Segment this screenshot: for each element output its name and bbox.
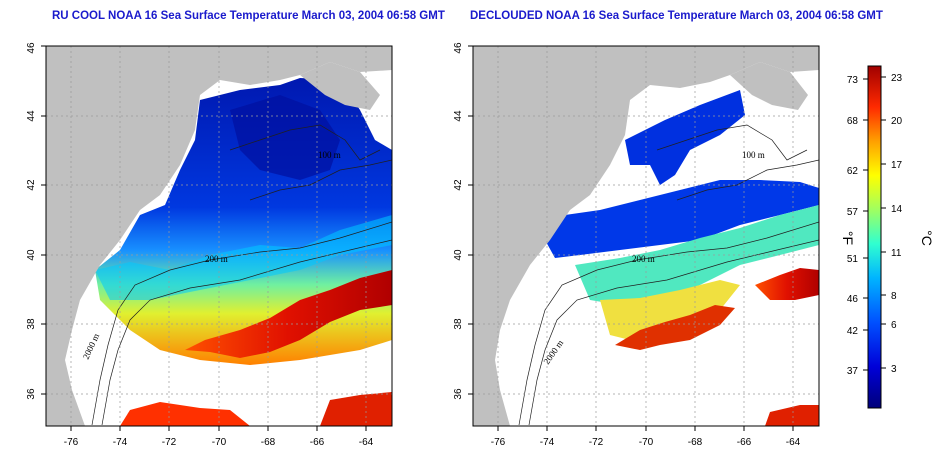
celsius-tick: 8 bbox=[891, 291, 897, 302]
contour-label: 200 m bbox=[632, 254, 655, 264]
right-y-axis: 36 38 40 42 44 46 bbox=[453, 42, 473, 400]
right-panel-title: DECLOUDED NOAA 16 Sea Surface Temperatur… bbox=[470, 10, 883, 22]
y-tick-label: 40 bbox=[26, 249, 37, 261]
fahrenheit-tick: 42 bbox=[847, 326, 859, 337]
y-tick-label: 42 bbox=[26, 179, 37, 191]
y-tick-label: 36 bbox=[26, 388, 37, 400]
celsius-tick: 23 bbox=[891, 73, 903, 84]
shelf-water bbox=[95, 215, 392, 300]
contour-label: 200 m bbox=[205, 254, 228, 264]
gulf-stream-warm-core bbox=[615, 305, 735, 350]
left-panel-title: RU COOL NOAA 16 Sea Surface Temperature … bbox=[52, 10, 445, 22]
celsius-tick: 17 bbox=[891, 160, 903, 171]
contour-line bbox=[676, 159, 819, 201]
land-cape bbox=[730, 62, 808, 110]
grid-lines bbox=[46, 46, 392, 426]
x-tick-label: -70 bbox=[639, 437, 654, 448]
contour-line bbox=[91, 221, 392, 426]
y-tick-label: 38 bbox=[453, 318, 464, 330]
y-tick-label: 46 bbox=[26, 42, 37, 54]
contour-line bbox=[101, 239, 392, 426]
south-warm-patch bbox=[765, 405, 819, 426]
contour-line bbox=[229, 124, 381, 161]
colorbar: 73 68 62 57 51 46 42 37 23 20 17 14 11 8… bbox=[840, 65, 935, 409]
x-tick-label: -68 bbox=[688, 437, 703, 448]
right-map: 100 m 200 m 2000 m bbox=[473, 46, 819, 426]
x-tick-label: -74 bbox=[113, 437, 128, 448]
sst-field-mid bbox=[575, 205, 819, 305]
y-tick-label: 44 bbox=[453, 110, 464, 122]
land-mainland bbox=[46, 46, 392, 426]
sst-field-cold bbox=[625, 90, 745, 185]
x-tick-label: -66 bbox=[737, 437, 752, 448]
x-tick-label: -70 bbox=[212, 437, 227, 448]
celsius-unit-label: °C bbox=[919, 230, 935, 246]
fahrenheit-tick: 62 bbox=[847, 166, 859, 177]
celsius-tick: 6 bbox=[891, 320, 897, 331]
x-tick-label: -74 bbox=[540, 437, 555, 448]
sst-field-warm bbox=[600, 280, 740, 340]
y-tick-label: 44 bbox=[26, 110, 37, 122]
fahrenheit-tick: 37 bbox=[847, 366, 859, 377]
contour-line bbox=[518, 221, 819, 426]
contour-line bbox=[656, 124, 808, 161]
y-tick-label: 46 bbox=[453, 42, 464, 54]
celsius-tick: 11 bbox=[891, 248, 902, 259]
left-x-axis: -76 -74 -72 -70 -68 -66 -64 bbox=[64, 426, 374, 448]
land-cape bbox=[300, 62, 380, 110]
x-tick-label: -64 bbox=[359, 437, 374, 448]
sst-field-cold bbox=[545, 180, 819, 258]
x-tick-label: -66 bbox=[310, 437, 325, 448]
south-warm-patch bbox=[320, 392, 392, 426]
celsius-tick: 14 bbox=[891, 204, 903, 215]
contour-label: 100 m bbox=[318, 150, 341, 160]
colorbar-gradient bbox=[867, 65, 882, 409]
left-y-axis: 36 38 40 42 44 46 bbox=[26, 42, 46, 400]
y-tick-label: 38 bbox=[26, 318, 37, 330]
fahrenheit-tick: 73 bbox=[847, 75, 859, 86]
x-tick-label: -76 bbox=[491, 437, 506, 448]
gulf-stream-warm-core bbox=[755, 268, 819, 300]
fahrenheit-tick: 68 bbox=[847, 116, 859, 127]
grid-lines bbox=[473, 46, 819, 426]
contour-label: 100 m bbox=[742, 150, 765, 160]
fahrenheit-tick: 46 bbox=[847, 294, 859, 305]
x-tick-label: -76 bbox=[64, 437, 79, 448]
contour-line bbox=[249, 159, 392, 201]
y-tick-label: 40 bbox=[453, 249, 464, 261]
fahrenheit-tick: 57 bbox=[847, 207, 859, 218]
south-warm-patch bbox=[120, 402, 250, 426]
right-x-axis: -76 -74 -72 -70 -68 -66 -64 bbox=[491, 426, 801, 448]
x-tick-label: -72 bbox=[589, 437, 604, 448]
x-tick-label: -64 bbox=[786, 437, 801, 448]
celsius-tick: 20 bbox=[891, 116, 903, 127]
contour-line bbox=[528, 239, 819, 426]
land-mainland bbox=[473, 46, 819, 426]
fahrenheit-tick: 51 bbox=[847, 254, 859, 265]
x-tick-label: -68 bbox=[261, 437, 276, 448]
y-tick-label: 36 bbox=[453, 388, 464, 400]
celsius-tick: 3 bbox=[891, 364, 897, 375]
left-map: 100 m 200 m 2000 m bbox=[46, 46, 392, 426]
fahrenheit-unit-label: °F bbox=[840, 231, 856, 245]
y-tick-label: 42 bbox=[453, 179, 464, 191]
gulf-stream-warm-core bbox=[185, 270, 392, 358]
x-tick-label: -72 bbox=[162, 437, 177, 448]
